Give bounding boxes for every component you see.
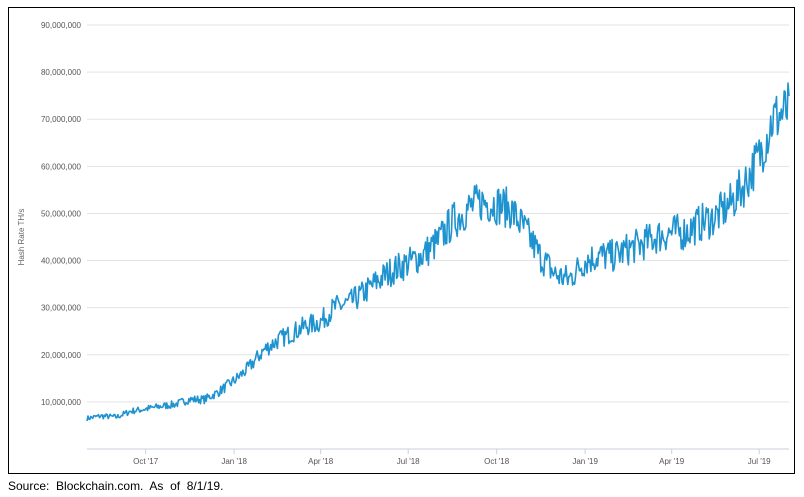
y-tick-label: 60,000,000 [41,162,82,171]
x-tick-label: Jul '19 [748,457,771,466]
source-note: Source: Blockchain.com. As of 8/1/19. [8,479,224,493]
y-tick-label: 90,000,000 [41,21,82,30]
y-tick-label: 20,000,000 [41,351,82,360]
y-tick-label: 40,000,000 [41,257,82,266]
x-tick-label: Jan '18 [221,457,247,466]
x-axis-ticks: Oct '17 Jan '18 Apr '18 Jul '18 Oct '18 Jan '… [133,449,771,466]
x-tick-label: Jul '18 [397,457,420,466]
y-axis-ticks: 10,000,000 20,000,000 30,000,000 40,000,000… [41,21,82,407]
y-tick-label: 80,000,000 [41,68,82,77]
series-line-0 [86,82,790,422]
x-tick-label: Oct '17 [133,457,159,466]
y-axis-label: Hash Rate TH/s [17,209,26,266]
hash-rate-chart: 10,000,000 20,000,000 30,000,000 40,000,000… [17,21,790,466]
y-tick-label: 70,000,000 [41,115,82,124]
y-tick-label: 30,000,000 [41,304,82,313]
x-tick-label: Apr '19 [659,457,685,466]
y-tick-label: 50,000,000 [41,209,82,218]
x-tick-label: Jan '19 [572,457,598,466]
chart-frame: 10,000,000 20,000,000 30,000,000 40,000,000… [8,7,795,474]
series-layer [86,82,790,422]
x-tick-label: Apr '18 [308,457,334,466]
y-tick-label: 10,000,000 [41,398,82,407]
x-tick-label: Oct '18 [484,457,510,466]
